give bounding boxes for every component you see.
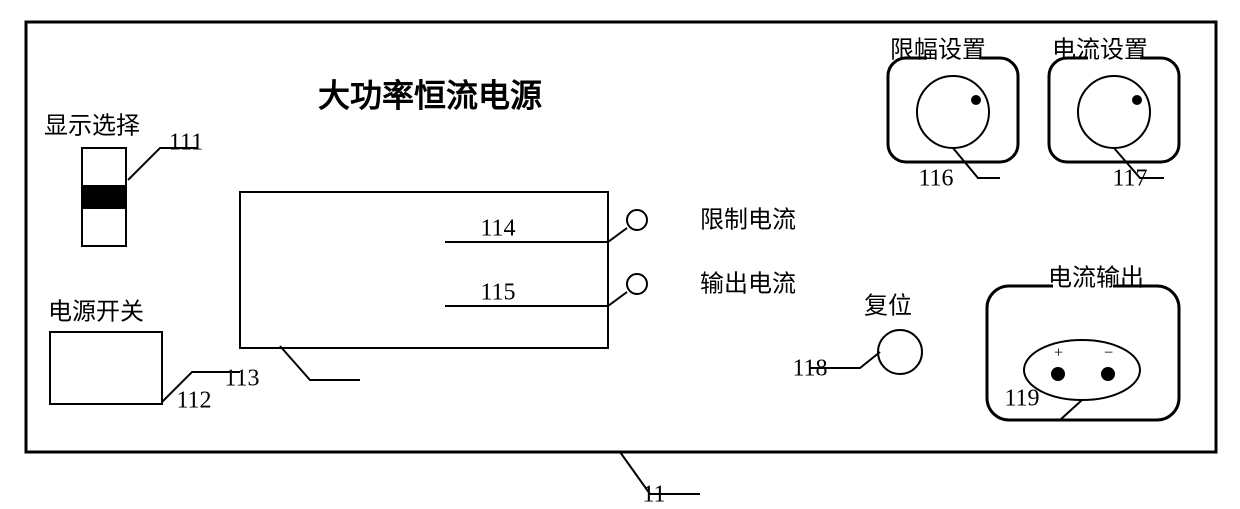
display-select-indicator [82,185,126,209]
callout-11: 11 [642,482,665,508]
power-switch[interactable] [50,332,162,404]
reset-button[interactable] [878,330,922,374]
callout-114: 114 [480,216,515,242]
current-knob[interactable] [1078,76,1150,148]
callout-119: 119 [1004,386,1039,412]
output-current-led-label: 输出电流 [700,271,796,298]
limit-current-led-label: 限制电流 [700,207,796,234]
device-title: 大功率恒流电源 [318,77,542,113]
output-minus-sign: − [1104,345,1113,362]
output-label: 电流输出 [1048,265,1144,292]
callout-116: 116 [918,166,953,192]
output-socket[interactable] [1024,340,1140,400]
callout-118: 118 [792,356,827,382]
display-select-label: 显示选择 [44,113,140,140]
output-current-led [627,274,647,294]
callout-113: 113 [224,366,259,392]
limit-knob-dot [971,95,981,105]
callout-115: 115 [480,280,515,306]
callout-112: 112 [176,388,211,414]
limit-knob-label: 限幅设置 [890,37,986,64]
limit-knob[interactable] [917,76,989,148]
callout-line-113 [280,346,360,380]
reset-label: 复位 [864,293,912,320]
callout-117: 117 [1112,166,1147,192]
lcd-display [240,192,608,348]
power-switch-label: 电源开关 [48,299,144,326]
callout-111: 111 [169,130,203,156]
output-minus-pin [1101,367,1115,381]
limit-current-led [627,210,647,230]
current-knob-label: 电流设置 [1052,37,1148,64]
output-plus-pin [1051,367,1065,381]
output-plus-sign: + [1054,345,1063,362]
current-knob-dot [1132,95,1142,105]
